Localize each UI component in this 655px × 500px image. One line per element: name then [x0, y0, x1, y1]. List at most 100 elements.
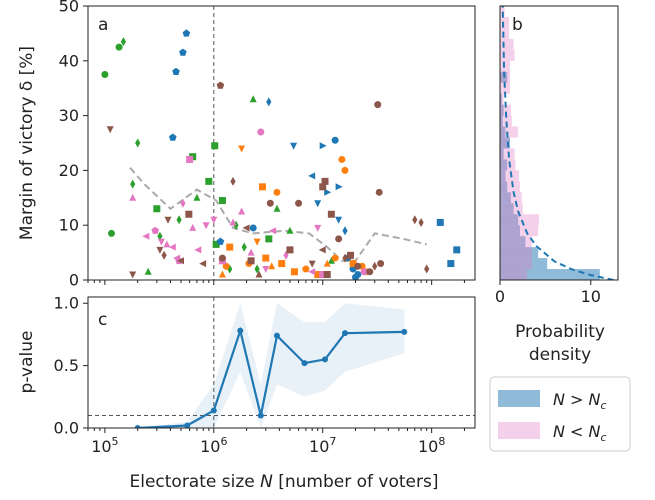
- data-point-green: [212, 240, 220, 248]
- data-point-blue: [319, 142, 327, 150]
- data-point-green: [193, 193, 201, 201]
- data-point-orange: [349, 260, 357, 268]
- y-tick-label: 50: [59, 0, 79, 16]
- data-point-orange: [338, 155, 346, 163]
- x-axis-label: Electorate size N [number of voters]: [129, 472, 438, 492]
- data-point-brown: [216, 81, 225, 89]
- data-point-brown: [230, 176, 236, 186]
- pvalue-point: [273, 332, 280, 339]
- data-point-pink: [189, 223, 197, 231]
- data-point-blue: [172, 67, 180, 75]
- x-tick-label: 106: [200, 435, 227, 456]
- data-point-blue: [249, 224, 257, 232]
- data-point-blue: [342, 226, 348, 236]
- data-point-brown: [321, 177, 329, 185]
- data-point-pink: [194, 246, 202, 254]
- histogram-bar-large-n: [500, 93, 502, 105]
- data-point-blue: [436, 218, 444, 226]
- data-point-blue: [447, 260, 455, 268]
- data-point-green: [130, 179, 136, 189]
- histogram-bar-large-n: [500, 126, 506, 138]
- data-point-green: [327, 256, 335, 264]
- data-point-brown: [129, 271, 137, 279]
- legend-label-large-n: N > Nc: [553, 390, 607, 412]
- data-point-pink: [319, 271, 327, 279]
- axis-ticks: 0.0 0.5 1.0 105 106 107 108: [54, 294, 465, 456]
- histogram-bar-small-n: [500, 192, 522, 204]
- data-point-pink: [157, 238, 165, 246]
- x-tick-label: 107: [309, 435, 336, 456]
- histogram-bar-small-n: [500, 247, 532, 259]
- histogram-bar-small-n: [500, 93, 504, 105]
- histogram-bar-small-n: [500, 49, 515, 61]
- panel-letter-b: b: [512, 15, 523, 35]
- data-point-green: [115, 43, 123, 51]
- data-point-green: [101, 71, 109, 78]
- x-tick-label: 105: [91, 435, 118, 456]
- histogram-bar-small-n: [500, 16, 510, 28]
- data-point-blue: [290, 142, 298, 150]
- data-point-pink: [247, 248, 255, 256]
- data-point-pink: [257, 128, 265, 136]
- histogram-bar-large-n: [500, 115, 503, 127]
- histogram-bar-small-n: [500, 225, 539, 237]
- histogram-bar-small-n: [500, 258, 532, 270]
- histogram-bar-small-n: [500, 6, 505, 17]
- axis-ticks: 0 10 20 30 40 50: [59, 0, 465, 290]
- data-point-blue: [182, 29, 191, 37]
- data-point-orange: [253, 238, 261, 246]
- data-point-pink: [202, 222, 210, 230]
- data-point-blue: [335, 216, 343, 224]
- data-point-pink: [238, 207, 246, 215]
- y-tick-label: 0: [69, 271, 79, 290]
- data-point-brown: [354, 262, 362, 270]
- data-point-blue: [324, 188, 332, 196]
- scatter-panel: 0 10 20 30 40 50 a Margin of victory δ [%]: [17, 0, 476, 290]
- x-tick-label: 10: [581, 287, 601, 306]
- histogram-bar-large-n: [500, 192, 511, 204]
- histogram-bar-small-n: [500, 203, 523, 215]
- plot-frame: [499, 5, 619, 281]
- data-point-green: [286, 226, 294, 234]
- data-point-green: [254, 264, 260, 274]
- histogram-bar-small-n: [500, 104, 511, 116]
- legend-swatch-small-n: [498, 422, 540, 439]
- data-point-orange: [278, 260, 286, 268]
- data-point-brown: [308, 260, 316, 268]
- data-point-blue: [266, 97, 272, 107]
- data-point-pink: [163, 240, 171, 248]
- data-point-green: [144, 267, 152, 275]
- histogram-bar-large-n: [500, 247, 539, 259]
- y-tick-label: 0.5: [54, 356, 79, 375]
- histogram-bar-large-n: [500, 148, 504, 160]
- data-point-brown: [266, 199, 274, 207]
- data-point-brown: [319, 183, 327, 191]
- histogram-bar-large-n: [500, 214, 519, 226]
- histogram-bar-small-n: [500, 170, 520, 182]
- data-point-brown: [374, 101, 382, 109]
- data-point-brown: [295, 199, 303, 207]
- data-point-brown: [323, 271, 331, 279]
- data-point-green: [218, 197, 226, 205]
- data-point-green: [135, 138, 141, 148]
- pvalue-point: [210, 407, 217, 414]
- histogram-bar-small-n: [500, 115, 512, 127]
- data-point-brown: [255, 270, 263, 278]
- data-point-green: [273, 204, 281, 212]
- data-point-orange: [323, 259, 331, 267]
- fit-curve: [501, 6, 614, 280]
- data-point-green: [205, 177, 213, 185]
- y-tick-label: 30: [59, 106, 79, 125]
- histogram-bar-large-n: [500, 181, 508, 193]
- x-axis-label-line-2: density: [529, 345, 591, 365]
- data-point-brown: [418, 218, 424, 227]
- data-point-pink: [142, 232, 150, 240]
- data-point-pink: [262, 266, 270, 273]
- data-point-orange: [226, 243, 234, 251]
- data-point-brown: [106, 126, 114, 134]
- data-point-green: [176, 215, 182, 225]
- pvalue-point: [301, 360, 308, 367]
- data-point-brown: [185, 210, 193, 218]
- plot-frame: [87, 296, 476, 429]
